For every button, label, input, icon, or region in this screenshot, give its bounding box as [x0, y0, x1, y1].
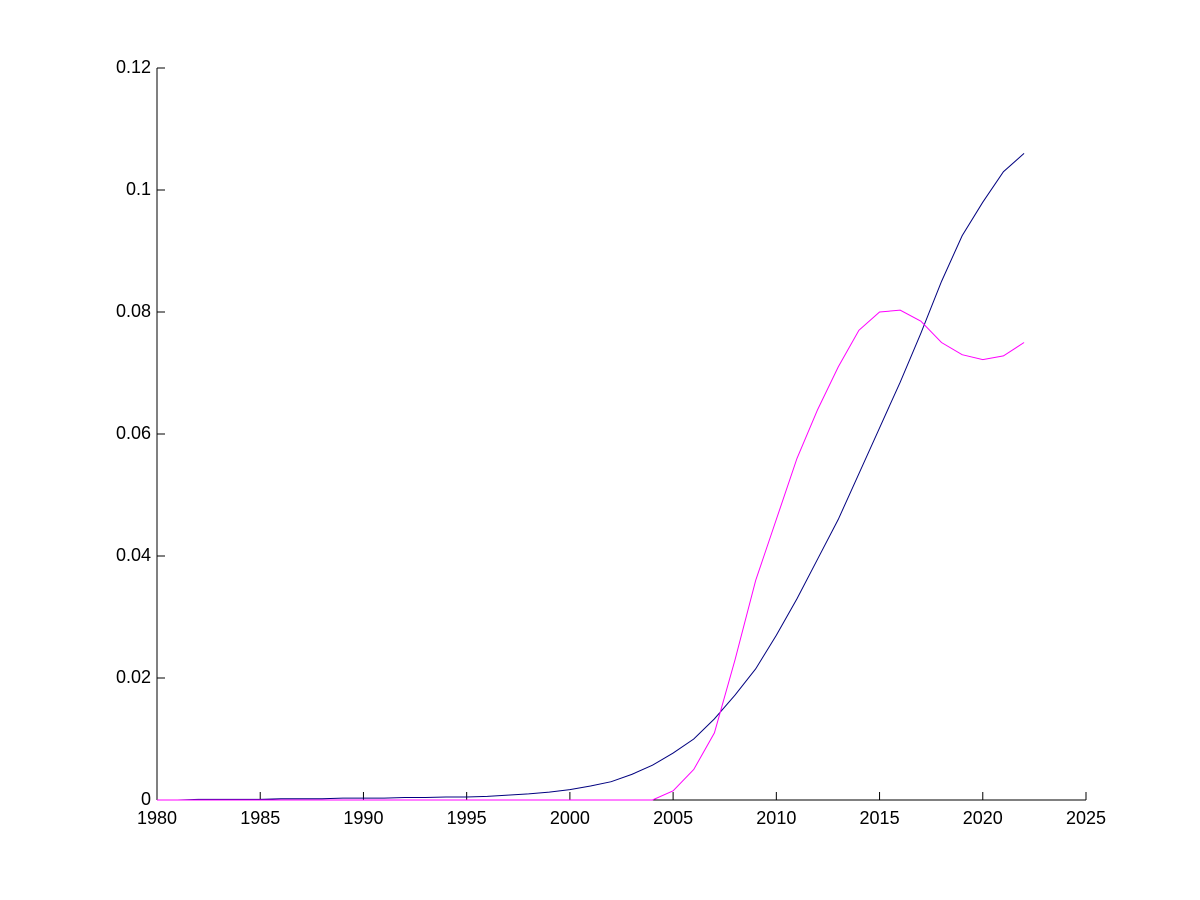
- series-line: [157, 309, 1025, 801]
- y-tick-label: 0.1: [126, 179, 151, 199]
- x-tick-label: 2025: [1066, 808, 1106, 828]
- x-tick-label: 2010: [756, 808, 796, 828]
- y-tick-label: 0.08: [116, 301, 151, 321]
- x-tick-label: 2020: [963, 808, 1003, 828]
- x-tick-label: 2015: [860, 808, 900, 828]
- x-tick-label: 1980: [137, 808, 177, 828]
- x-tick-label: 1995: [447, 808, 487, 828]
- y-tick-label: 0.02: [116, 667, 151, 687]
- x-tick-label: 2005: [653, 808, 693, 828]
- series-line: [157, 153, 1025, 801]
- x-tick-label: 1985: [240, 808, 280, 828]
- x-tick-label: 1990: [343, 808, 383, 828]
- x-tick-label: 2000: [550, 808, 590, 828]
- y-tick-label: 0: [141, 789, 151, 809]
- y-tick-label: 0.12: [116, 57, 151, 77]
- y-tick-label: 0.04: [116, 545, 151, 565]
- y-tick-label: 0.06: [116, 423, 151, 443]
